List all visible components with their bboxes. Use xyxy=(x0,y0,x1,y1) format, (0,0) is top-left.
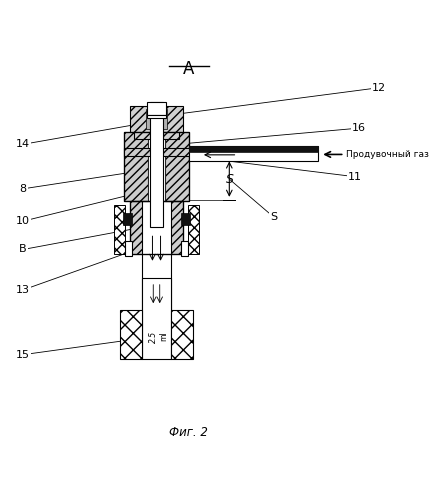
Text: B: B xyxy=(19,245,27,254)
Bar xyxy=(120,310,142,359)
Bar xyxy=(124,132,149,201)
Bar xyxy=(189,146,318,152)
Text: 2.5: 2.5 xyxy=(149,330,158,342)
Bar xyxy=(181,213,190,225)
Bar xyxy=(130,201,142,253)
Bar xyxy=(171,201,183,253)
Text: Продувочный газ: Продувочный газ xyxy=(346,150,429,159)
Bar xyxy=(163,109,168,129)
Bar xyxy=(142,201,171,253)
Bar xyxy=(147,102,166,115)
Bar xyxy=(146,109,150,129)
Text: ml: ml xyxy=(159,332,168,341)
Text: Фиг. 2: Фиг. 2 xyxy=(169,426,208,439)
Bar xyxy=(181,242,187,255)
Text: 12: 12 xyxy=(372,83,386,93)
Bar xyxy=(171,310,193,359)
Bar xyxy=(130,106,149,132)
Bar xyxy=(142,253,171,318)
Text: 14: 14 xyxy=(16,139,30,149)
Bar xyxy=(187,205,199,253)
Bar xyxy=(147,115,166,118)
Bar xyxy=(114,205,125,253)
Text: S: S xyxy=(270,212,277,222)
Bar xyxy=(189,146,318,161)
Bar xyxy=(149,132,152,201)
Bar xyxy=(163,106,183,132)
Bar xyxy=(124,132,189,201)
Text: 10: 10 xyxy=(16,216,30,226)
Text: 15: 15 xyxy=(16,350,30,360)
Bar xyxy=(161,132,164,201)
Bar xyxy=(149,132,164,201)
Bar xyxy=(125,242,132,255)
Bar xyxy=(163,132,179,140)
Bar xyxy=(150,102,163,227)
Text: S: S xyxy=(226,173,234,186)
Bar xyxy=(130,201,183,253)
Text: 11: 11 xyxy=(348,172,362,182)
Bar xyxy=(124,148,205,157)
Bar xyxy=(142,278,171,359)
Text: 16: 16 xyxy=(352,123,366,133)
Bar xyxy=(134,132,150,140)
Text: 13: 13 xyxy=(16,285,30,295)
Bar xyxy=(164,132,189,201)
Bar xyxy=(123,213,132,225)
Text: A: A xyxy=(183,60,194,78)
Text: 8: 8 xyxy=(19,184,26,194)
